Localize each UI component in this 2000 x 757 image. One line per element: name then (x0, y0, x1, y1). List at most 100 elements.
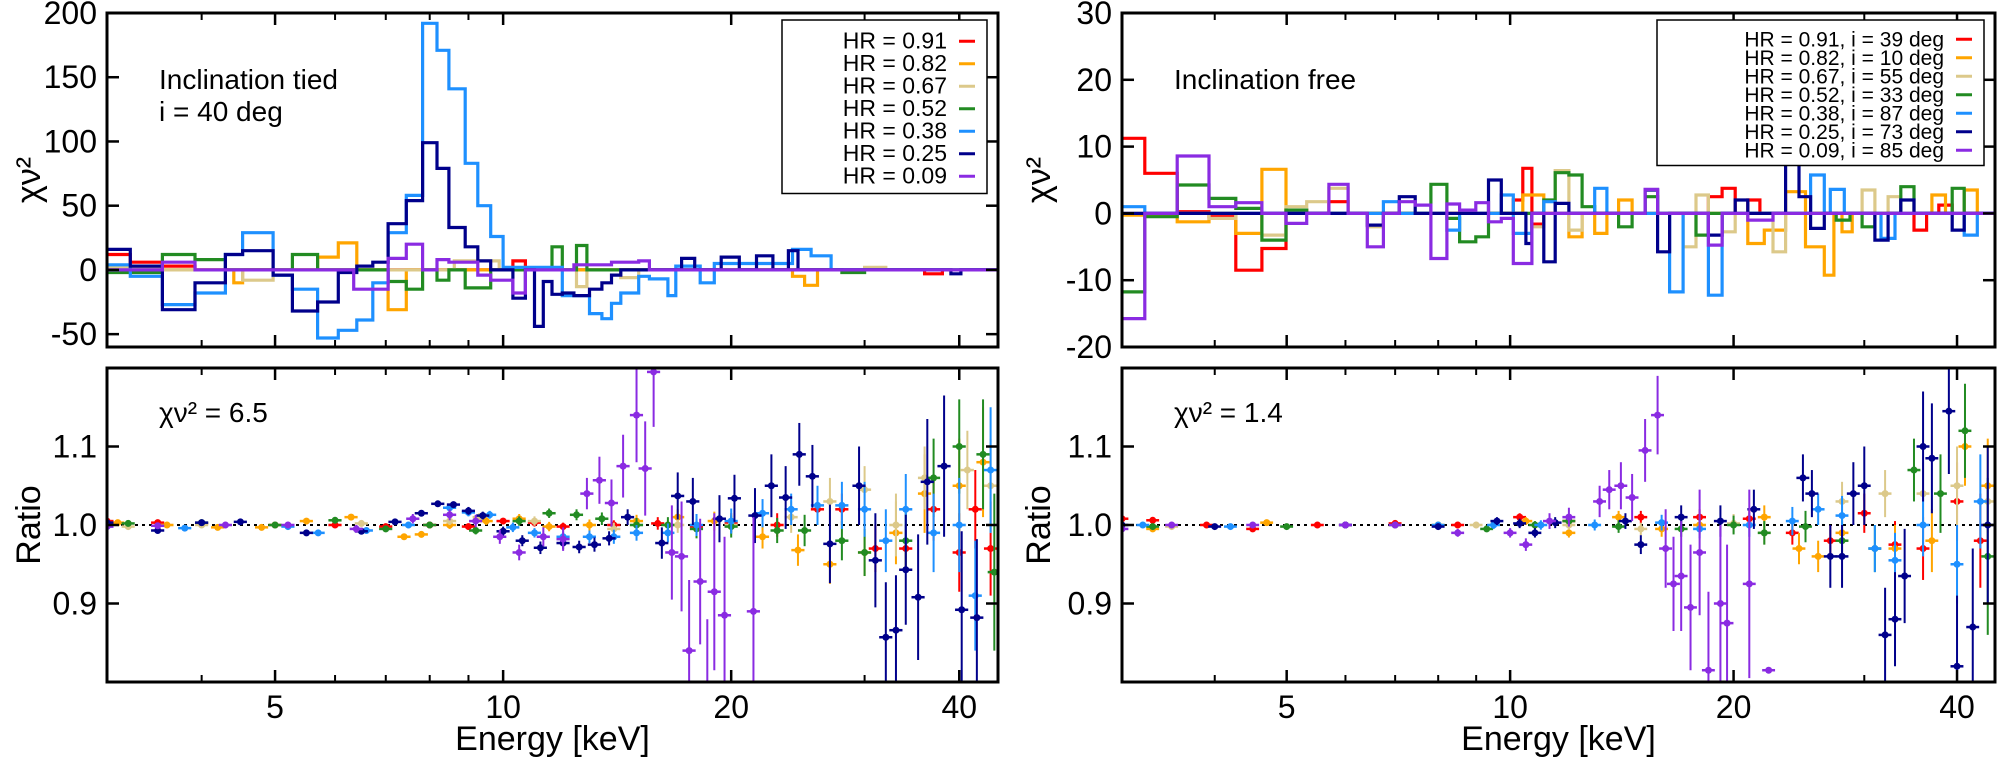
marker (417, 530, 425, 538)
data-point (604, 479, 618, 527)
marker (1961, 427, 1969, 435)
data-point (533, 541, 547, 555)
marker (1891, 556, 1899, 564)
marker (892, 521, 900, 529)
marker (610, 525, 618, 533)
marker (674, 521, 682, 529)
legend-item: HR = 0.91 (843, 27, 975, 53)
data-point (354, 519, 368, 527)
marker (1565, 513, 1573, 521)
marker (1838, 552, 1846, 560)
data-point (1727, 515, 1740, 535)
step-series-0.25 (1122, 160, 1995, 264)
marker (1472, 521, 1480, 529)
y-tick-label: 150 (44, 59, 97, 95)
marker (1391, 521, 1399, 529)
annotation-text: Inclination free (1174, 64, 1356, 95)
y-axis-label: χν² (1020, 157, 1058, 203)
data-point (1388, 521, 1402, 529)
y-tick-label: 100 (44, 123, 97, 159)
legend-item: HR = 0.67 (843, 72, 975, 98)
marker (795, 450, 803, 458)
y-tick-label: 1.1 (1068, 429, 1112, 465)
data-point (349, 525, 363, 533)
marker (678, 552, 686, 560)
marker (882, 537, 890, 545)
marker (302, 517, 310, 525)
data-point (1246, 521, 1260, 529)
marker (1565, 529, 1573, 537)
data-point (1684, 544, 1697, 671)
step-series-0.82 (1122, 167, 1995, 277)
marker (595, 476, 603, 484)
x-tick-label: 40 (941, 689, 977, 725)
marker (710, 588, 718, 596)
data-point (254, 523, 269, 531)
data-point (178, 524, 192, 532)
data-point (311, 529, 325, 537)
panel-top-right: -20 -10 0 10 20 30 χν² Inclination free HR = 0.9… (1020, 0, 1997, 365)
marker (685, 647, 693, 655)
marker (1919, 443, 1927, 450)
marker (1716, 517, 1724, 525)
marker (1826, 552, 1834, 560)
marker (585, 521, 593, 529)
marker (271, 521, 279, 529)
marker (472, 526, 480, 534)
data-point (655, 527, 669, 559)
legend-item: HR = 0.09, i = 85 deg (1744, 139, 1972, 162)
x-tick-label: 20 (713, 689, 749, 725)
marker (545, 509, 553, 517)
data-point (443, 509, 457, 521)
data-point (542, 521, 556, 532)
data-point (281, 521, 295, 529)
data-point (446, 501, 461, 509)
data-point (1612, 520, 1625, 533)
marker (1760, 513, 1768, 521)
data-point (1950, 446, 1964, 525)
marker (963, 466, 971, 474)
data-point (506, 522, 520, 533)
data-point (1338, 521, 1352, 529)
marker (404, 521, 412, 529)
data-point (569, 509, 584, 521)
data-point (717, 536, 732, 682)
marker (990, 568, 998, 576)
data-point (1973, 454, 1987, 549)
data-point (755, 525, 770, 549)
data-point (1792, 532, 1806, 565)
legend-label: HR = 0.67 (843, 72, 947, 98)
marker (181, 524, 189, 532)
marker (1516, 519, 1524, 527)
plot-area (1122, 136, 1995, 321)
errorbar-series-0.09 (1122, 375, 1776, 682)
marker (633, 411, 641, 419)
marker (855, 482, 863, 490)
marker (434, 500, 442, 508)
data-point (556, 527, 570, 551)
step-series-0.67 (1122, 169, 1995, 254)
marker (1454, 529, 1462, 537)
data-point (651, 517, 665, 530)
data-point (1878, 587, 1892, 682)
marker (1531, 529, 1539, 537)
panel-bottom-right: 5 10 20 40 Energy [keV] 0.9 1.0 1.1 Ratio χν² = 1… (1020, 366, 1997, 757)
data-point (1823, 525, 1837, 588)
data-point (629, 368, 644, 463)
data-point (646, 368, 661, 427)
data-point (748, 488, 762, 544)
data-point (587, 537, 601, 552)
data-point (629, 525, 644, 541)
data-point (638, 421, 652, 516)
data-point (1950, 595, 1964, 682)
data-point (1136, 521, 1150, 529)
data-point (1898, 528, 1912, 624)
marker (1696, 548, 1704, 556)
marker (1493, 517, 1501, 525)
marker (914, 593, 922, 601)
marker (1928, 537, 1936, 545)
data-point (1888, 572, 1902, 667)
legend-item: HR = 0.82, i = 10 deg (1744, 47, 1972, 70)
